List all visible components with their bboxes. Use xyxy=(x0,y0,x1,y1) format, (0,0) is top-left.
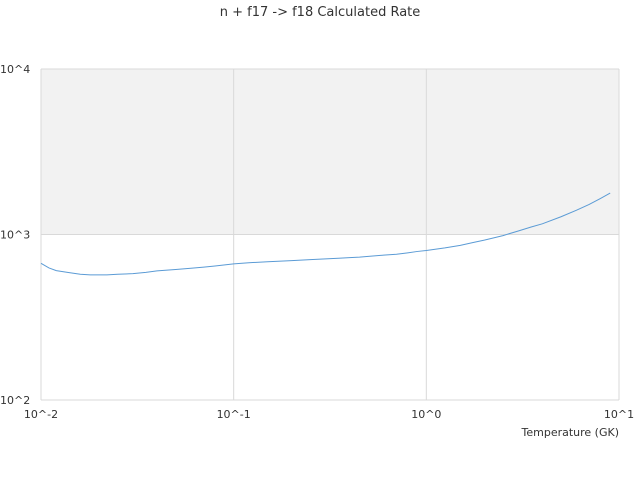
plot-band xyxy=(41,69,619,235)
x-tick-label-0: 10^-2 xyxy=(24,408,58,421)
axis-ticks: 10^-2 10^-1 10^0 10^1 10^2 10^3 10^4 xyxy=(0,63,634,421)
y-tick-label-2: 10^4 xyxy=(0,63,30,76)
x-tick-label-1: 10^-1 xyxy=(217,408,251,421)
chart-title: n + f17 -> f18 Calculated Rate xyxy=(220,5,421,20)
x-tick-label-3: 10^1 xyxy=(604,408,634,421)
series-layer xyxy=(40,192,611,276)
x-axis-title: Temperature (GK) xyxy=(521,426,620,439)
y-tick-label-1: 10^3 xyxy=(0,229,30,242)
y-tick-label-0: 10^2 xyxy=(0,394,30,407)
series-line-0 xyxy=(40,192,611,276)
x-tick-label-2: 10^0 xyxy=(411,408,441,421)
grid-lines xyxy=(40,68,620,401)
